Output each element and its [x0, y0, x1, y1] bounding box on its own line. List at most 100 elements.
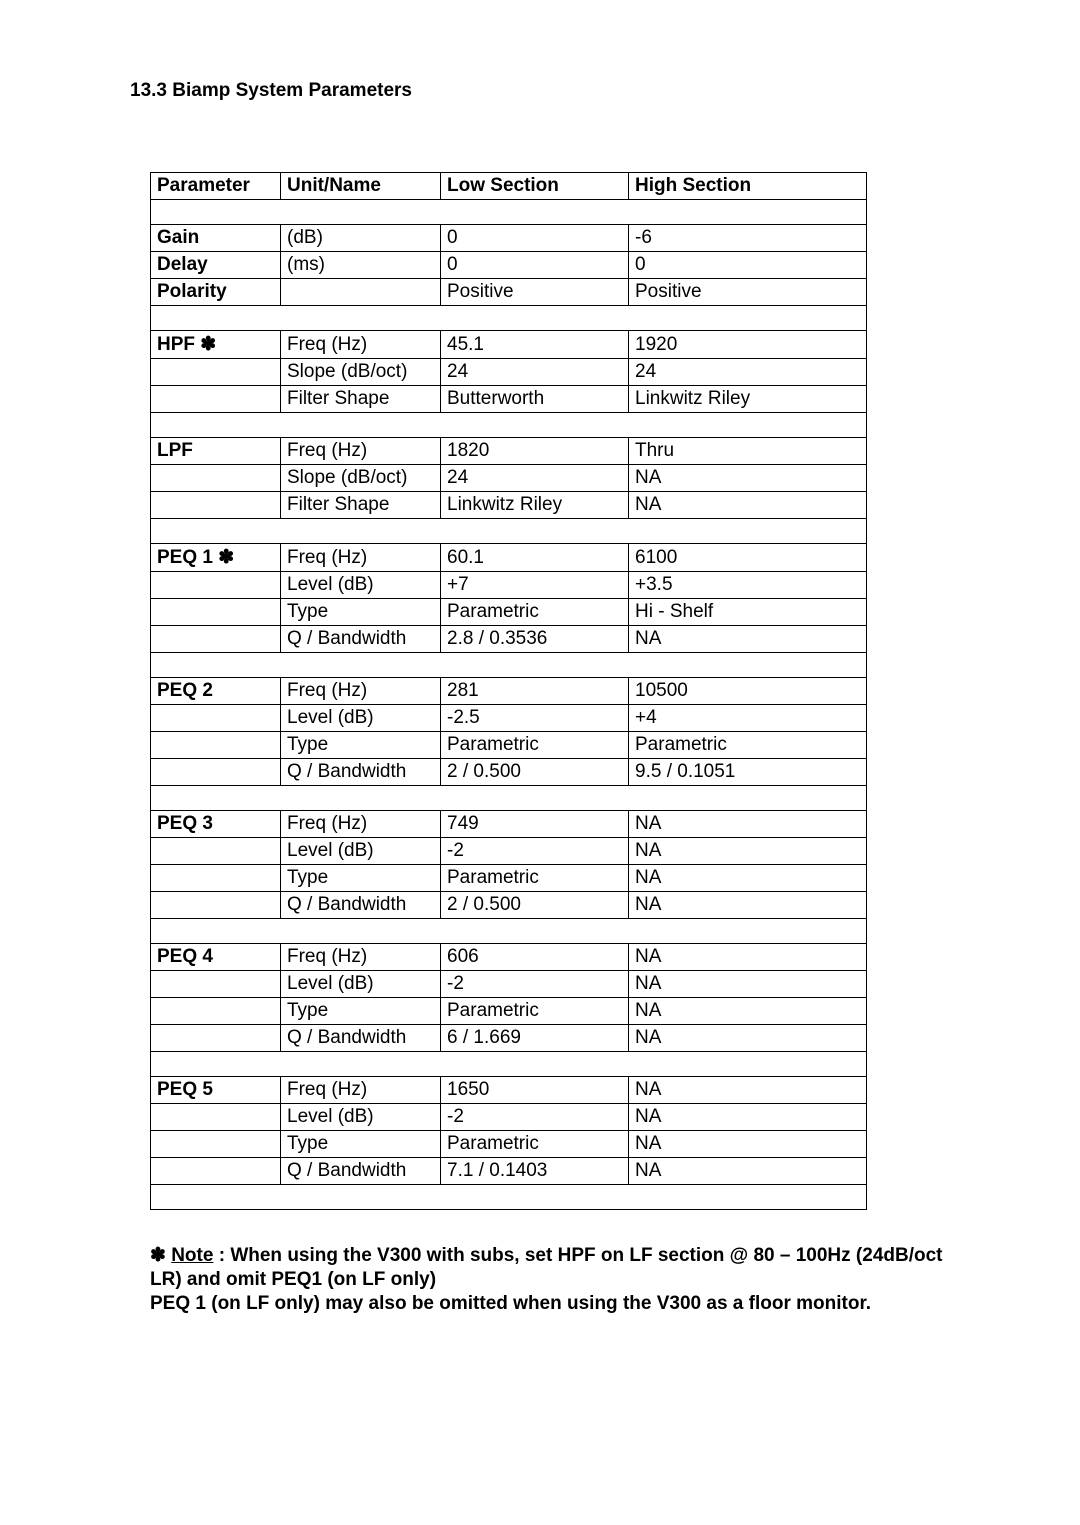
cell-parameter: [151, 572, 281, 599]
table-row: PEQ 2Freq (Hz)28110500: [151, 678, 867, 705]
cell-unit: Freq (Hz): [281, 1077, 441, 1104]
cell-unit: Type: [281, 998, 441, 1025]
table-row: Slope (dB/oct)24NA: [151, 465, 867, 492]
footnote: ✽ Note : When using the V300 with subs, …: [150, 1244, 950, 1315]
cell-unit: Q / Bandwidth: [281, 759, 441, 786]
spacer-row: [151, 786, 867, 811]
cell-unit: Level (dB): [281, 838, 441, 865]
cell-parameter: [151, 705, 281, 732]
note-label: Note: [171, 1245, 213, 1266]
cell-low-section: 45.1: [441, 331, 629, 359]
cell-unit: Type: [281, 599, 441, 626]
cell-high-section: 0: [629, 252, 867, 279]
cell-low-section: Butterworth: [441, 386, 629, 413]
cell-parameter: [151, 838, 281, 865]
parameters-table: ParameterUnit/NameLow SectionHigh Sectio…: [150, 172, 867, 1210]
cell-low-section: 606: [441, 944, 629, 971]
cell-high-section: NA: [629, 626, 867, 653]
cell-unit: Slope (dB/oct): [281, 359, 441, 386]
cell-low-section: -2: [441, 838, 629, 865]
cell-high-section: NA: [629, 1131, 867, 1158]
cell-low-section: 7.1 / 0.1403: [441, 1158, 629, 1185]
cell-parameter: [151, 492, 281, 519]
cell-low-section: 749: [441, 811, 629, 838]
table-row: Q / Bandwidth6 / 1.669NA: [151, 1025, 867, 1052]
table-row: TypeParametricHi - Shelf: [151, 599, 867, 626]
cell-high-section: NA: [629, 492, 867, 519]
cell-high-section: 9.5 / 0.1051: [629, 759, 867, 786]
table-row: PEQ 4Freq (Hz)606NA: [151, 944, 867, 971]
table-row: PEQ 3Freq (Hz)749NA: [151, 811, 867, 838]
cell-high-section: NA: [629, 1077, 867, 1104]
cell-high-section: Hi - Shelf: [629, 599, 867, 626]
cell-unit: Type: [281, 865, 441, 892]
cell-unit: Q / Bandwidth: [281, 892, 441, 919]
cell-low-section: Linkwitz Riley: [441, 492, 629, 519]
cell-unit: Freq (Hz): [281, 944, 441, 971]
cell-low-section: 1650: [441, 1077, 629, 1104]
cell-high-section: NA: [629, 1025, 867, 1052]
cell-low-section: Parametric: [441, 599, 629, 626]
table-row: TypeParametricParametric: [151, 732, 867, 759]
cell-high-section: NA: [629, 971, 867, 998]
table-row: Level (dB)-2NA: [151, 971, 867, 998]
cell-high-section: 1920: [629, 331, 867, 359]
cell-unit: Freq (Hz): [281, 331, 441, 359]
cell-low-section: Parametric: [441, 732, 629, 759]
spacer-row: [151, 306, 867, 331]
table-row: PEQ 5Freq (Hz)1650NA: [151, 1077, 867, 1104]
note-line-1: : When using the V300 with subs, set HPF…: [150, 1245, 943, 1290]
table-row: Level (dB)-2NA: [151, 838, 867, 865]
cell-high-section: NA: [629, 1158, 867, 1185]
spacer-row: [151, 413, 867, 438]
cell-low-section: 1820: [441, 438, 629, 465]
cell-unit: (ms): [281, 252, 441, 279]
cell-low-section: +7: [441, 572, 629, 599]
column-header-unit: Unit/Name: [281, 173, 441, 200]
table-row: LPFFreq (Hz)1820Thru: [151, 438, 867, 465]
cell-high-section: Parametric: [629, 732, 867, 759]
column-header-low: Low Section: [441, 173, 629, 200]
cell-parameter: PEQ 2: [151, 678, 281, 705]
asterisk-icon: ✽: [150, 1245, 166, 1266]
cell-parameter: [151, 1131, 281, 1158]
spacer-row: [151, 200, 867, 225]
cell-unit: (dB): [281, 225, 441, 252]
cell-low-section: -2.5: [441, 705, 629, 732]
cell-unit: [281, 279, 441, 306]
cell-unit: Freq (Hz): [281, 811, 441, 838]
cell-high-section: NA: [629, 838, 867, 865]
cell-unit: Freq (Hz): [281, 544, 441, 572]
table-row: HPF ✽Freq (Hz)45.11920: [151, 331, 867, 359]
cell-low-section: 60.1: [441, 544, 629, 572]
cell-unit: Q / Bandwidth: [281, 1025, 441, 1052]
table-row: Q / Bandwidth2 / 0.500NA: [151, 892, 867, 919]
spacer-row: [151, 1052, 867, 1077]
cell-unit: Q / Bandwidth: [281, 626, 441, 653]
cell-low-section: 2 / 0.500: [441, 759, 629, 786]
cell-unit: Q / Bandwidth: [281, 1158, 441, 1185]
cell-parameter: [151, 998, 281, 1025]
cell-parameter: PEQ 4: [151, 944, 281, 971]
table-row: Q / Bandwidth2.8 / 0.3536NA: [151, 626, 867, 653]
cell-high-section: NA: [629, 811, 867, 838]
cell-parameter: [151, 892, 281, 919]
cell-unit: Filter Shape: [281, 386, 441, 413]
table-row: Level (dB)+7+3.5: [151, 572, 867, 599]
cell-low-section: 6 / 1.669: [441, 1025, 629, 1052]
cell-high-section: NA: [629, 865, 867, 892]
cell-low-section: Positive: [441, 279, 629, 306]
cell-high-section: 10500: [629, 678, 867, 705]
spacer-row: [151, 1185, 867, 1210]
cell-low-section: 0: [441, 225, 629, 252]
cell-unit: Level (dB): [281, 1104, 441, 1131]
cell-low-section: Parametric: [441, 998, 629, 1025]
cell-parameter: PEQ 3: [151, 811, 281, 838]
table-row: Slope (dB/oct)2424: [151, 359, 867, 386]
cell-parameter: [151, 465, 281, 492]
cell-low-section: 281: [441, 678, 629, 705]
table-row: PolarityPositivePositive: [151, 279, 867, 306]
cell-unit: Filter Shape: [281, 492, 441, 519]
cell-parameter: PEQ 1 ✽: [151, 544, 281, 572]
cell-parameter: [151, 1158, 281, 1185]
